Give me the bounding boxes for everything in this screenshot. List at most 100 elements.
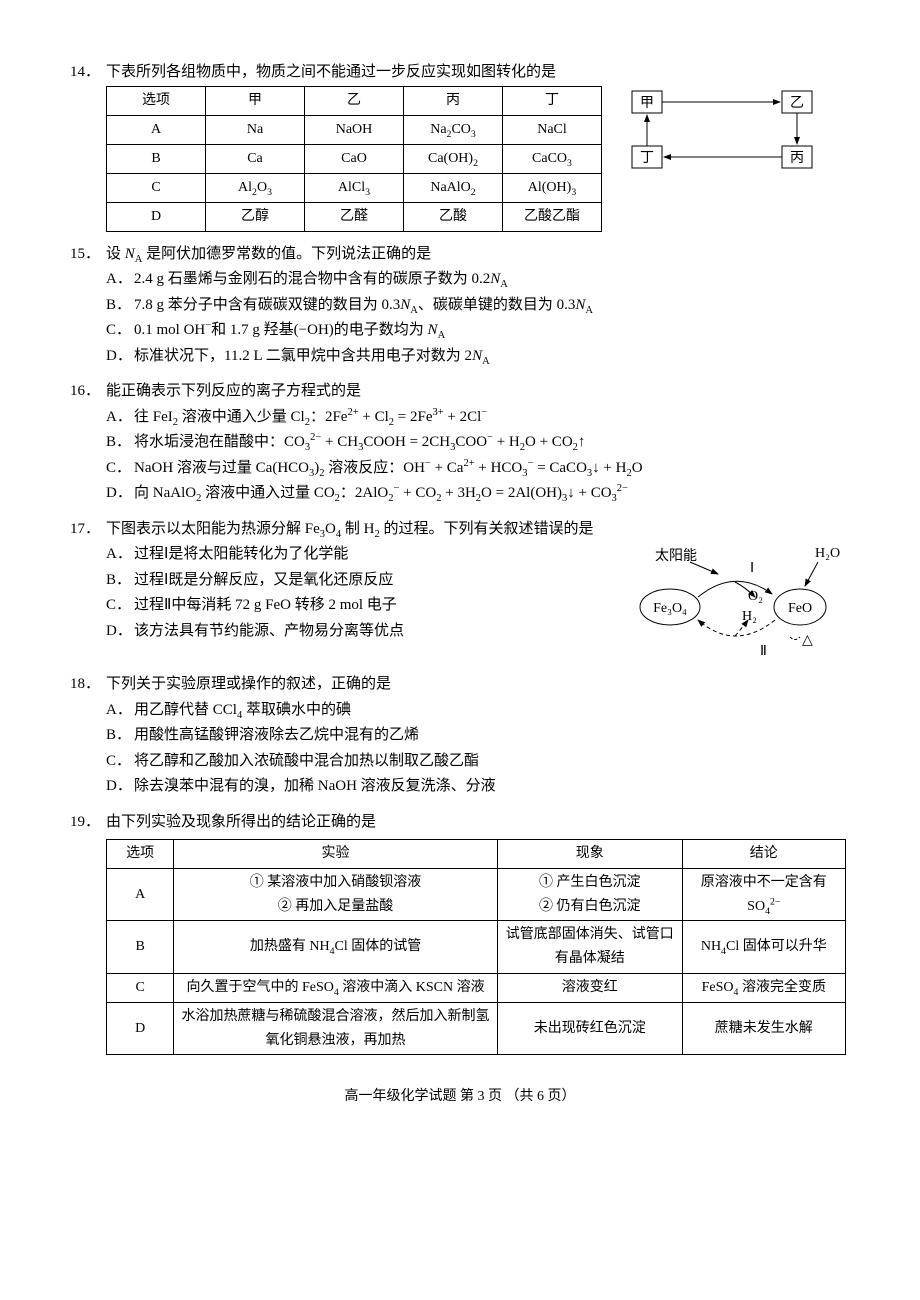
table-cell: NH4Cl 固体可以升华 <box>682 921 845 974</box>
option-text: 向 NaAlO2 溶液中通入过量 CO2：2AlO2− + CO2 + 3H2O… <box>134 481 628 507</box>
table-cell: 加热盛有 NH4Cl 固体的试管 <box>174 921 498 974</box>
option-letter: D． <box>106 774 134 800</box>
q19-number: 19． <box>70 810 106 836</box>
svg-text:乙: 乙 <box>790 95 804 111</box>
q15-text: 设 NA 是阿伏加德罗常数的值。下列说法正确的是 <box>106 242 850 268</box>
table-cell: A <box>107 868 174 921</box>
table-cell: CaCO3 <box>503 144 602 173</box>
q14-table: 选项甲乙丙丁 ANaNaOHNa2CO3NaClBCaCaOCa(OH)2CaC… <box>106 86 602 232</box>
table-cell: ① 产生白色沉淀② 仍有白色沉淀 <box>497 868 682 921</box>
table-cell: C <box>107 973 174 1002</box>
option-text: 0.1 mol OH−和 1.7 g 羟基(−OH)的电子数均为 NA <box>134 318 445 344</box>
option: D．向 NaAlO2 溶液中通入过量 CO2：2AlO2− + CO2 + 3H… <box>106 481 850 507</box>
option: C．过程Ⅱ中每消耗 72 g FeO 转移 2 mol 电子 <box>106 593 620 619</box>
option-text: 将水垢浸泡在醋酸中：CO32− + CH3COOH = 2CH3COO− + H… <box>134 430 585 456</box>
option: C．0.1 mol OH−和 1.7 g 羟基(−OH)的电子数均为 NA <box>106 318 850 344</box>
svg-text:FeO: FeO <box>788 601 812 616</box>
svg-text:丙: 丙 <box>790 151 804 166</box>
table-cell: FeSO4 溶液完全变质 <box>682 973 845 1002</box>
table-cell: C <box>107 173 206 202</box>
question-14: 14． 下表所列各组物质中，物质之间不能通过一步反应实现如图转化的是 选项甲乙丙… <box>70 60 850 232</box>
table-header: 丁 <box>503 86 602 115</box>
option-letter: D． <box>106 481 134 507</box>
table-header: 甲 <box>206 86 305 115</box>
q14-diagram: 甲 乙 丙 丁 <box>622 86 822 176</box>
question-15: 15． 设 NA 是阿伏加德罗常数的值。下列说法正确的是 A．2.4 g 石墨烯… <box>70 242 850 370</box>
option: A．往 FeI2 溶液中通入少量 Cl2：2Fe2+ + Cl2 = 2Fe3+… <box>106 405 850 431</box>
q18-number: 18． <box>70 672 106 698</box>
table-cell: 向久置于空气中的 FeSO4 溶液中滴入 KSCN 溶液 <box>174 973 498 1002</box>
option-text: 用乙醇代替 CCl4 萃取碘水中的碘 <box>134 698 351 724</box>
table-cell: Al(OH)3 <box>503 173 602 202</box>
svg-text:H₂: H₂ <box>742 609 757 624</box>
table-cell: CaO <box>305 144 404 173</box>
option-text: 往 FeI2 溶液中通入少量 Cl2：2Fe2+ + Cl2 = 2Fe3+ +… <box>134 405 487 431</box>
option-letter: B． <box>106 293 134 319</box>
question-18: 18． 下列关于实验原理或操作的叙述，正确的是 A．用乙醇代替 CCl4 萃取碘… <box>70 672 850 800</box>
svg-text:Ⅱ: Ⅱ <box>760 644 767 659</box>
option-text: 过程Ⅱ中每消耗 72 g FeO 转移 2 mol 电子 <box>134 593 397 619</box>
question-19: 19． 由下列实验及现象所得出的结论正确的是 选项 实验 现象 结论 A① 某溶… <box>70 810 850 1056</box>
option-text: 过程Ⅰ既是分解反应，又是氧化还原反应 <box>134 568 393 594</box>
q17-diagram: 太阳能 H₂O Fe₃O₄ FeO Ⅰ O₂ Ⅱ H₂ △ <box>620 542 850 662</box>
table-cell: NaAlO2 <box>404 173 503 202</box>
option-letter: A． <box>106 405 134 431</box>
option: B．7.8 g 苯分子中含有碳碳双键的数目为 0.3NA、碳碳单键的数目为 0.… <box>106 293 850 319</box>
option-letter: C． <box>106 749 134 775</box>
option-letter: D． <box>106 619 134 645</box>
table-row: BCaCaOCa(OH)2CaCO3 <box>107 144 602 173</box>
table-cell: Ca <box>206 144 305 173</box>
option-letter: D． <box>106 344 134 370</box>
option-letter: B． <box>106 723 134 749</box>
option-letter: A． <box>106 542 134 568</box>
table-header: 乙 <box>305 86 404 115</box>
question-16: 16． 能正确表示下列反应的离子方程式的是 A．往 FeI2 溶液中通入少量 C… <box>70 379 850 507</box>
table-cell: D <box>107 202 206 231</box>
option-letter: C． <box>106 456 134 482</box>
table-row: ANaNaOHNa2CO3NaCl <box>107 115 602 144</box>
option-text: 用酸性高锰酸钾溶液除去乙烷中混有的乙烯 <box>134 723 419 749</box>
option: B．将水垢浸泡在醋酸中：CO32− + CH3COOH = 2CH3COO− +… <box>106 430 850 456</box>
option-letter: A． <box>106 698 134 724</box>
q19-text: 由下列实验及现象所得出的结论正确的是 <box>106 810 850 836</box>
option: D．标准状况下，11.2 L 二氯甲烷中含共用电子对数为 2NA <box>106 344 850 370</box>
q14-text: 下表所列各组物质中，物质之间不能通过一步反应实现如图转化的是 <box>106 60 850 86</box>
svg-text:丁: 丁 <box>640 151 654 166</box>
table-cell: 溶液变红 <box>497 973 682 1002</box>
table-cell: D <box>107 1002 174 1055</box>
table-cell: 未出现砖红色沉淀 <box>497 1002 682 1055</box>
table-cell: 原溶液中不一定含有 SO42− <box>682 868 845 921</box>
table-cell: 乙酸 <box>404 202 503 231</box>
q14-number: 14． <box>70 60 106 86</box>
svg-text:甲: 甲 <box>640 96 654 111</box>
option: D．除去溴苯中混有的溴，加稀 NaOH 溶液反复洗涤、分液 <box>106 774 850 800</box>
option: A．过程Ⅰ是将太阳能转化为了化学能 <box>106 542 620 568</box>
q18-text: 下列关于实验原理或操作的叙述，正确的是 <box>106 672 850 698</box>
table-row: D水浴加热蔗糖与稀硫酸混合溶液，然后加入新制氢氧化铜悬浊液，再加热未出现砖红色沉… <box>107 1002 846 1055</box>
table-cell: 试管底部固体消失、试管口有晶体凝结 <box>497 921 682 974</box>
q16-number: 16． <box>70 379 106 405</box>
table-cell: A <box>107 115 206 144</box>
q19-table: 选项 实验 现象 结论 A① 某溶液中加入硝酸钡溶液② 再加入足量盐酸① 产生白… <box>106 839 846 1055</box>
table-cell: Ca(OH)2 <box>404 144 503 173</box>
svg-text:Fe₃O₄: Fe₃O₄ <box>653 601 687 616</box>
table-row: B加热盛有 NH4Cl 固体的试管试管底部固体消失、试管口有晶体凝结NH4Cl … <box>107 921 846 974</box>
option-text: 除去溴苯中混有的溴，加稀 NaOH 溶液反复洗涤、分液 <box>134 774 496 800</box>
table-cell: 乙醛 <box>305 202 404 231</box>
svg-text:Ⅰ: Ⅰ <box>750 561 754 576</box>
q15-number: 15． <box>70 242 106 268</box>
table-cell: 乙酸乙酯 <box>503 202 602 231</box>
option: A．用乙醇代替 CCl4 萃取碘水中的碘 <box>106 698 850 724</box>
svg-text:△: △ <box>802 633 813 648</box>
table-row: CAl2O3AlCl3NaAlO2Al(OH)3 <box>107 173 602 202</box>
table-cell: Na <box>206 115 305 144</box>
option: A．2.4 g 石墨烯与金刚石的混合物中含有的碳原子数为 0.2NA <box>106 267 850 293</box>
table-cell: Na2CO3 <box>404 115 503 144</box>
table-cell: NaCl <box>503 115 602 144</box>
q16-text: 能正确表示下列反应的离子方程式的是 <box>106 379 850 405</box>
option: C．NaOH 溶液与过量 Ca(HCO3)2 溶液反应：OH− + Ca2+ +… <box>106 456 850 482</box>
option: B．过程Ⅰ既是分解反应，又是氧化还原反应 <box>106 568 620 594</box>
q17-text: 下图表示以太阳能为热源分解 Fe3O4 制 H2 的过程。下列有关叙述错误的是 <box>106 517 850 543</box>
table-cell: B <box>107 144 206 173</box>
option: D．该方法具有节约能源、产物易分离等优点 <box>106 619 620 645</box>
